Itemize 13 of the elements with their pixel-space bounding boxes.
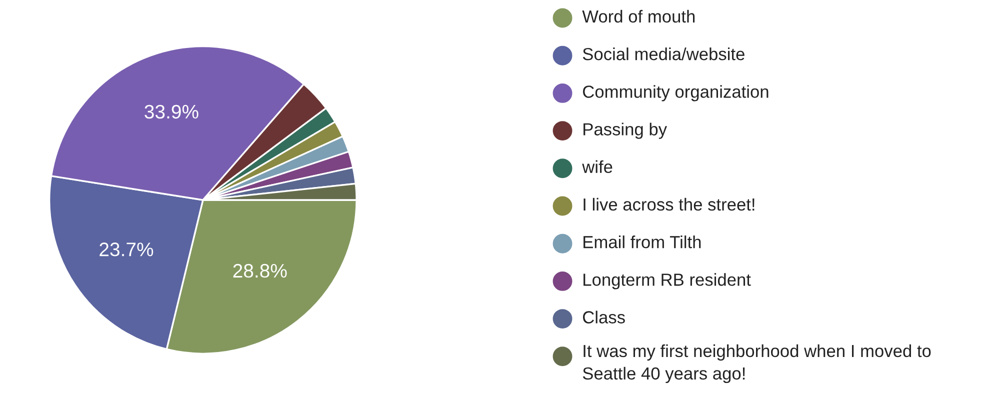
- legend-label: Passing by: [584, 122, 668, 139]
- legend-label: Social media/website: [582, 48, 744, 60]
- legend-label: Word of mouth: [582, 10, 695, 23]
- legend-label: Community organization: [583, 85, 768, 102]
- legend-label: wife: [582, 160, 612, 174]
- legend-label: It was my first neighborhood when I moved to Seattle 40 years ago!: [582, 344, 931, 384]
- data-label: 33.9%: [144, 104, 198, 119]
- legend-label: Email from Tilth: [584, 236, 701, 248]
- legend-label: Longterm RB resident: [584, 273, 751, 290]
- data-label: 28.8%: [233, 264, 287, 278]
- data-label: 23.7%: [100, 242, 154, 256]
- legend-label: Class: [583, 310, 625, 324]
- legend-label: I live across the street!: [584, 198, 754, 211]
